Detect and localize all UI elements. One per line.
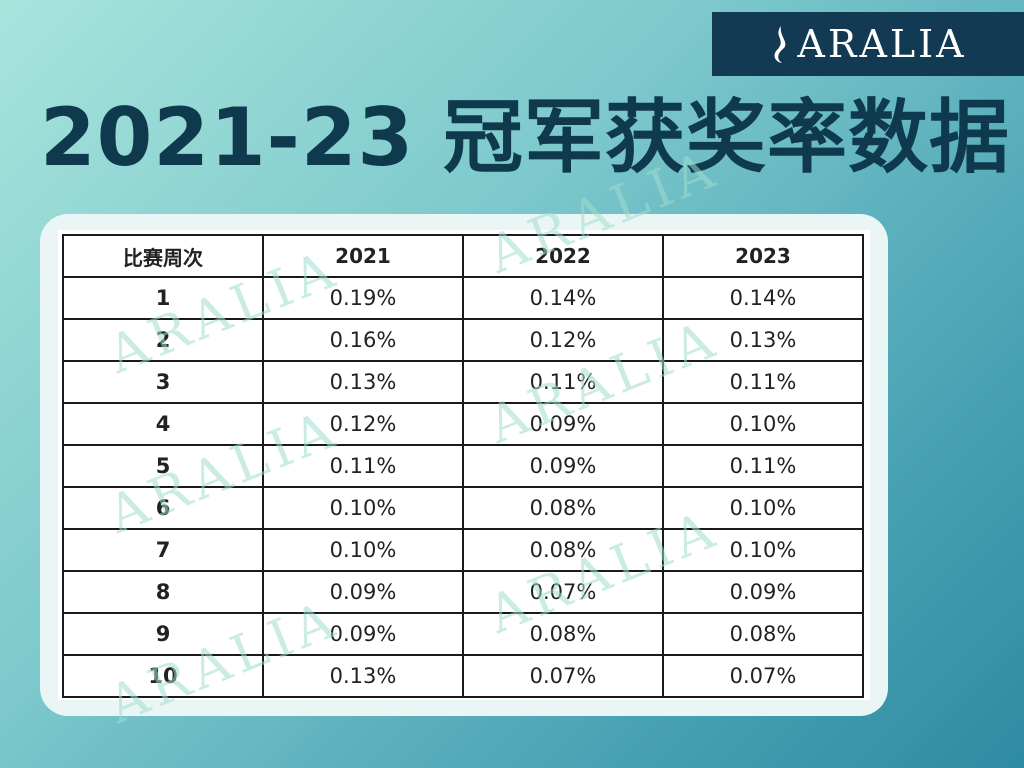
cell-week: 1	[62, 276, 264, 320]
cell-2022: 0.08%	[462, 528, 664, 572]
table-row: 4 0.12% 0.09% 0.10%	[62, 402, 864, 446]
cell-2021: 0.10%	[262, 486, 464, 530]
cell-2023: 0.10%	[662, 402, 864, 446]
table-header-row: 比赛周次 2021 2022 2023	[62, 234, 864, 278]
cell-2022: 0.12%	[462, 318, 664, 362]
cell-2023: 0.11%	[662, 360, 864, 404]
table-row: 8 0.09% 0.07% 0.09%	[62, 570, 864, 614]
cell-2021: 0.09%	[262, 612, 464, 656]
win-rate-table: 比赛周次 2021 2022 2023 1 0.19% 0.14% 0.14% 2 0.1…	[62, 234, 864, 698]
cell-2021: 0.11%	[262, 444, 464, 488]
cell-2023: 0.10%	[662, 528, 864, 572]
cell-week: 10	[62, 654, 264, 698]
cell-2022: 0.09%	[462, 444, 664, 488]
table-row: 3 0.13% 0.11% 0.11%	[62, 360, 864, 404]
cell-2022: 0.07%	[462, 654, 664, 698]
cell-2022: 0.09%	[462, 402, 664, 446]
cell-2021: 0.12%	[262, 402, 464, 446]
header-week: 比赛周次	[62, 234, 264, 278]
cell-2023: 0.07%	[662, 654, 864, 698]
cell-2023: 0.14%	[662, 276, 864, 320]
cell-2022: 0.11%	[462, 360, 664, 404]
cell-2021: 0.10%	[262, 528, 464, 572]
cell-2022: 0.14%	[462, 276, 664, 320]
cell-2022: 0.08%	[462, 612, 664, 656]
table-row: 5 0.11% 0.09% 0.11%	[62, 444, 864, 488]
table-sheet: 比赛周次 2021 2022 2023 1 0.19% 0.14% 0.14% 2 0.1…	[58, 230, 870, 700]
cell-2022: 0.08%	[462, 486, 664, 530]
cell-week: 9	[62, 612, 264, 656]
cell-week: 3	[62, 360, 264, 404]
cell-2023: 0.10%	[662, 486, 864, 530]
flame-logo-icon	[774, 26, 786, 63]
table-row: 10 0.13% 0.07% 0.07%	[62, 654, 864, 698]
cell-week: 5	[62, 444, 264, 488]
cell-2021: 0.13%	[262, 360, 464, 404]
table-row: 2 0.16% 0.12% 0.13%	[62, 318, 864, 362]
page-title: 2021-23 冠军获奖率数据	[40, 91, 1011, 184]
cell-week: 6	[62, 486, 264, 530]
cell-week: 7	[62, 528, 264, 572]
header-2023: 2023	[662, 234, 864, 278]
brand-logo: ARALIA	[712, 12, 1024, 76]
table-row: 7 0.10% 0.08% 0.10%	[62, 528, 864, 572]
table-row: 1 0.19% 0.14% 0.14%	[62, 276, 864, 320]
cell-week: 4	[62, 402, 264, 446]
cell-2021: 0.09%	[262, 570, 464, 614]
cell-2021: 0.19%	[262, 276, 464, 320]
cell-2021: 0.16%	[262, 318, 464, 362]
table-row: 9 0.09% 0.08% 0.08%	[62, 612, 864, 656]
table-panel: 比赛周次 2021 2022 2023 1 0.19% 0.14% 0.14% 2 0.1…	[40, 214, 888, 716]
cell-week: 8	[62, 570, 264, 614]
cell-2023: 0.09%	[662, 570, 864, 614]
cell-2023: 0.11%	[662, 444, 864, 488]
cell-2021: 0.13%	[262, 654, 464, 698]
cell-2023: 0.08%	[662, 612, 864, 656]
brand-name: ARALIA	[797, 22, 967, 66]
header-2022: 2022	[462, 234, 664, 278]
cell-2022: 0.07%	[462, 570, 664, 614]
table-row: 6 0.10% 0.08% 0.10%	[62, 486, 864, 530]
cell-2023: 0.13%	[662, 318, 864, 362]
cell-week: 2	[62, 318, 264, 362]
header-2021: 2021	[262, 234, 464, 278]
